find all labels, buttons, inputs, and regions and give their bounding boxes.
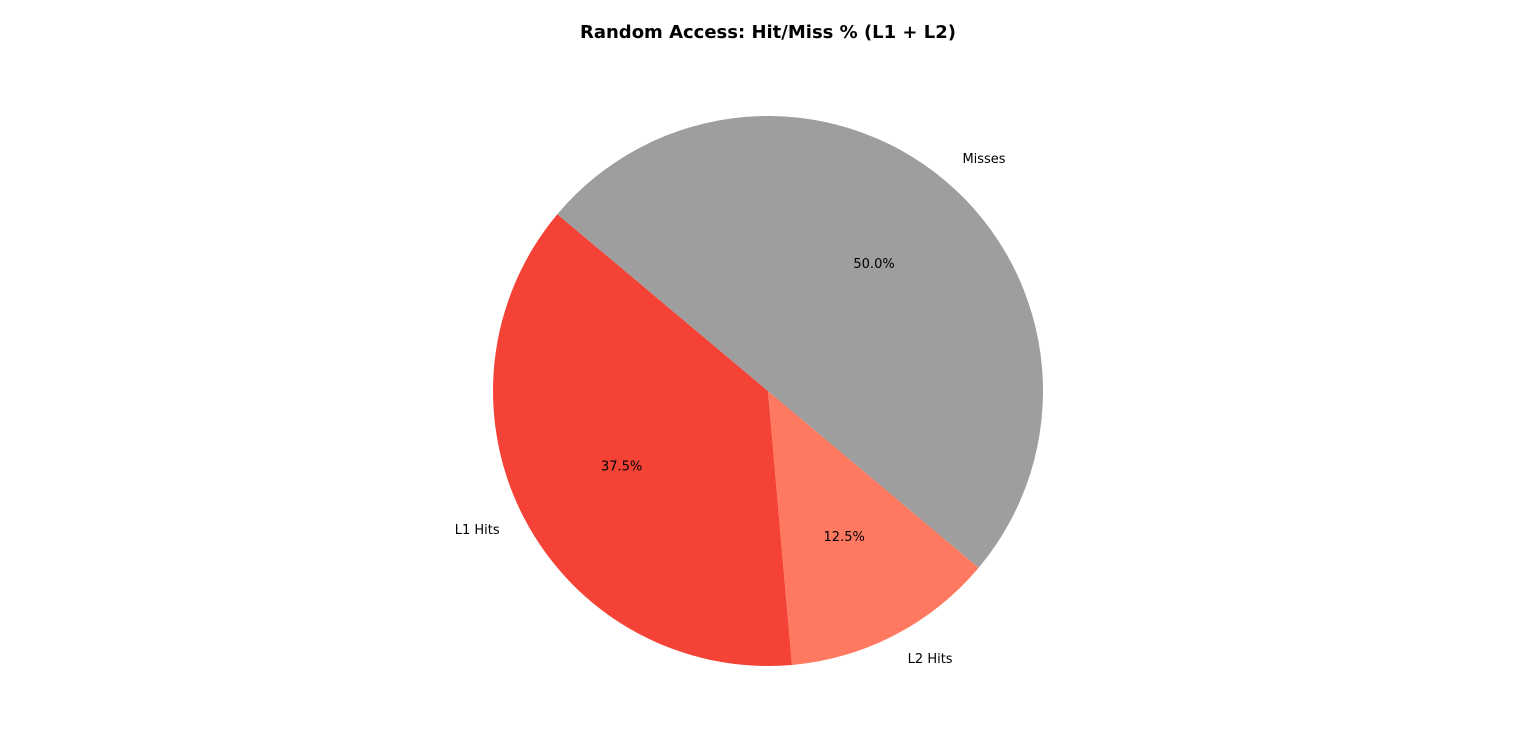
pie-slice-category-label: Misses <box>962 152 1005 167</box>
pie-slice-l1-hits <box>492 214 792 667</box>
pie-slice-value-label: 12.5% <box>824 530 865 545</box>
pie-slice-l2-hits <box>768 391 979 665</box>
pie-slice-value-label: 37.5% <box>601 460 642 475</box>
pie-labels: 37.5% L1 Hits 12.5% L2 Hits 50.0% Misses <box>455 152 1006 667</box>
pie-slice-misses <box>557 116 1043 568</box>
pie-slice-category-label: L2 Hits <box>908 652 953 667</box>
pie-slice-category-label: L1 Hits <box>455 523 500 538</box>
pie-slice-value-label: 50.0% <box>853 257 894 272</box>
chart-title: Random Access: Hit/Miss % (L1 + L2) <box>579 22 956 43</box>
pie-slices <box>492 116 1043 667</box>
